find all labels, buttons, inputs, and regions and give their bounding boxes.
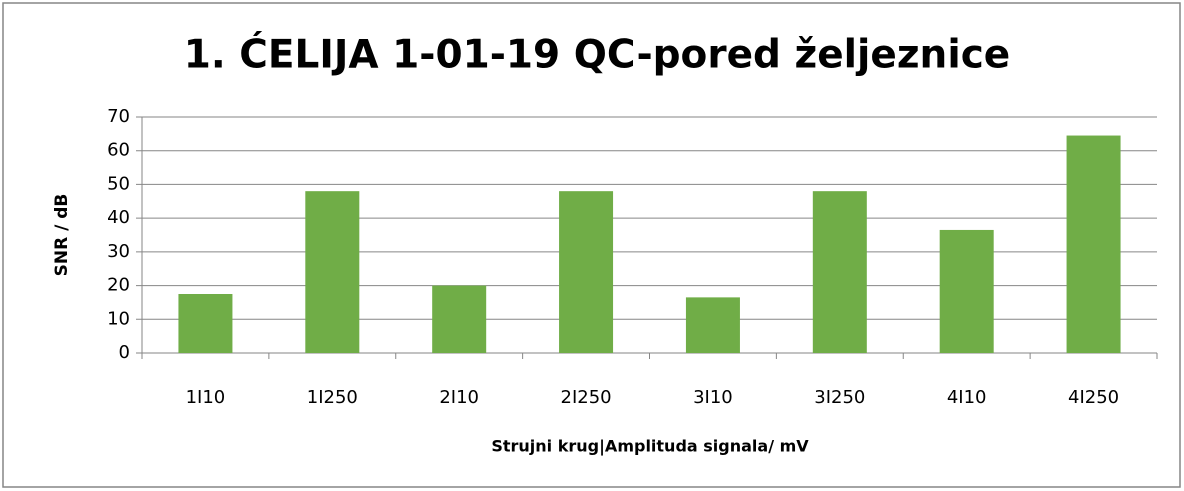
x-tick-label: 3I250 [814, 387, 865, 408]
x-tick-label: 4I250 [1068, 387, 1119, 408]
y-tick-label: 60 [107, 140, 130, 161]
y-tick-label: 70 [107, 106, 130, 127]
bar [685, 297, 740, 353]
x-tick-label: 1I10 [186, 387, 226, 408]
y-tick-label: 30 [107, 241, 130, 262]
y-tick-label: 10 [107, 308, 130, 329]
bar [812, 191, 867, 353]
x-tick-label: 1I250 [307, 387, 358, 408]
chart-title: 1. ĆELIJA 1-01-19 QC-pored željeznice [184, 31, 1011, 78]
bar [559, 191, 614, 353]
y-tick-label: 40 [107, 207, 130, 228]
x-tick-label: 2I10 [439, 387, 479, 408]
x-axis-label: Strujni krug|Amplituda signala/ mV [491, 437, 809, 457]
x-tick-label: 4I10 [947, 387, 987, 408]
x-tick-label: 2I250 [561, 387, 612, 408]
bar [1066, 135, 1121, 353]
y-tick-label: 0 [119, 342, 130, 363]
bar [178, 294, 233, 353]
y-tick-label: 50 [107, 173, 130, 194]
y-axis-label: SNR / dB [52, 194, 72, 277]
y-tick-label: 20 [107, 275, 130, 296]
bar [432, 285, 487, 353]
bar [939, 229, 994, 353]
x-tick-label: 3I10 [693, 387, 733, 408]
bar [305, 191, 360, 353]
